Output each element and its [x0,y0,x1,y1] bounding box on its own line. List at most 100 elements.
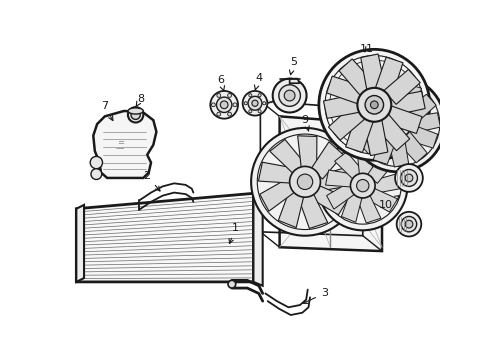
Polygon shape [328,105,365,140]
Polygon shape [389,136,409,167]
Polygon shape [373,174,400,193]
Polygon shape [357,100,388,124]
Text: 4: 4 [254,73,262,90]
Polygon shape [368,154,393,183]
Text: —: — [116,144,124,153]
Polygon shape [325,170,353,187]
Circle shape [391,117,404,131]
Circle shape [243,91,268,116]
Circle shape [258,110,261,113]
Polygon shape [76,193,253,282]
Polygon shape [280,116,382,251]
Text: 8: 8 [136,94,145,107]
Circle shape [350,76,445,172]
Polygon shape [375,57,403,94]
Circle shape [319,49,430,160]
Circle shape [212,103,215,107]
Circle shape [400,170,417,186]
Ellipse shape [128,108,143,114]
Text: 11: 11 [360,44,374,54]
Circle shape [397,212,421,237]
Circle shape [228,112,231,116]
Polygon shape [364,120,388,156]
Text: 2: 2 [144,171,160,191]
Polygon shape [345,116,373,153]
Circle shape [357,88,392,122]
Circle shape [244,102,247,105]
Polygon shape [407,125,438,148]
Circle shape [128,107,143,122]
Polygon shape [390,91,425,115]
Circle shape [233,103,237,107]
Polygon shape [357,149,372,175]
Polygon shape [297,136,317,168]
Circle shape [395,164,423,192]
Circle shape [131,110,140,120]
Polygon shape [260,179,295,211]
Polygon shape [386,106,422,134]
Polygon shape [76,205,84,282]
Polygon shape [358,195,381,223]
Circle shape [279,85,300,106]
Polygon shape [375,114,410,151]
Circle shape [365,95,384,114]
Circle shape [357,180,369,192]
Circle shape [290,166,320,197]
Circle shape [220,101,228,109]
Circle shape [370,101,378,109]
Circle shape [405,220,413,228]
Circle shape [248,96,262,110]
Polygon shape [397,131,427,163]
Polygon shape [368,85,397,117]
Polygon shape [278,190,304,228]
Polygon shape [398,84,421,115]
Text: 6: 6 [217,75,224,91]
Polygon shape [290,78,300,83]
Circle shape [90,156,102,169]
Polygon shape [93,111,156,178]
Polygon shape [359,124,390,154]
Circle shape [384,110,411,138]
Circle shape [273,78,307,112]
Circle shape [350,173,375,198]
Polygon shape [270,139,305,174]
Polygon shape [327,76,363,104]
Polygon shape [339,59,374,95]
Circle shape [284,90,295,101]
Polygon shape [327,183,354,209]
Circle shape [252,100,258,106]
Text: 5: 5 [290,58,297,75]
Polygon shape [253,193,263,286]
Polygon shape [342,193,362,222]
Polygon shape [311,185,348,215]
Polygon shape [405,94,436,124]
Circle shape [263,102,266,105]
Polygon shape [311,142,343,179]
Polygon shape [335,152,363,179]
Circle shape [228,94,231,98]
Circle shape [405,174,413,182]
Polygon shape [368,189,397,212]
Polygon shape [354,115,385,135]
Circle shape [318,141,408,230]
Text: 1: 1 [229,223,239,243]
Text: 7: 7 [101,101,113,121]
Polygon shape [258,162,294,183]
Polygon shape [410,113,441,133]
Circle shape [217,112,220,116]
Circle shape [297,174,313,189]
Polygon shape [318,167,352,191]
Circle shape [217,94,220,98]
Text: 3: 3 [303,288,328,303]
Polygon shape [323,94,359,118]
Circle shape [249,110,252,113]
Circle shape [217,97,232,112]
Polygon shape [384,69,420,104]
Polygon shape [386,81,407,112]
Circle shape [258,94,261,97]
Text: 9: 9 [301,115,309,131]
Circle shape [251,128,359,236]
Polygon shape [373,133,397,165]
Circle shape [249,94,252,97]
Circle shape [210,91,238,119]
